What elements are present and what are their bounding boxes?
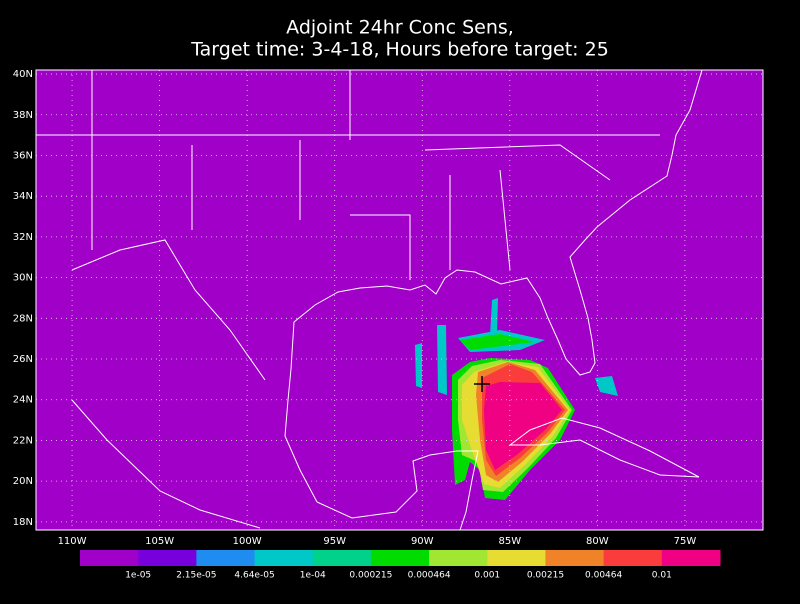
coastline	[508, 417, 700, 478]
coastline	[316, 450, 479, 531]
lat-tick-label: 38N	[13, 110, 33, 121]
title-line: Adjoint 24hr Conc Sens,	[286, 17, 514, 39]
colorbar-label: 0.01	[652, 571, 672, 581]
plot-frame	[35, 69, 764, 531]
plot-area	[36, 70, 763, 530]
colorbar-swatch	[545, 550, 605, 566]
colorbar-swatch	[429, 550, 488, 566]
lat-tick-label: 18N	[13, 517, 33, 528]
field-contour	[490, 298, 498, 336]
lat-tick-label: 20N	[13, 476, 33, 487]
lat-tick-label: 32N	[13, 232, 33, 243]
sensitivity-field	[415, 298, 618, 500]
colorbar-label: 1e-05	[125, 571, 151, 581]
colorbar-label: 0.001	[474, 571, 500, 581]
field-contour	[415, 343, 422, 388]
lon-tick-label: 105W	[145, 536, 174, 547]
lon-tick-label: 80W	[586, 536, 609, 547]
colorbar-label: 0.000464	[408, 571, 451, 581]
field-contour	[460, 334, 535, 350]
colorbar-swatch	[254, 550, 314, 566]
colorbar-swatch	[196, 550, 256, 566]
colorbar-swatch	[603, 550, 663, 566]
colorbar-label: 0.00464	[585, 571, 622, 581]
lat-tick-label: 26N	[13, 354, 33, 365]
colorbar-swatch	[138, 550, 197, 566]
colorbar-label: 2.15e-05	[176, 571, 216, 581]
lon-tick-label: 75W	[674, 536, 697, 547]
axis-labels: 110W 105W 100W 95W 90W 85W 80W 75W 18N 20N 22N 24N 2…	[13, 69, 697, 547]
target-marker	[474, 376, 490, 392]
field-contour	[484, 382, 562, 470]
lon-tick-label: 95W	[323, 536, 346, 547]
lat-tick-label: 24N	[13, 395, 33, 406]
lon-tick-label: 100W	[233, 536, 262, 547]
lon-tick-label: 110W	[58, 536, 87, 547]
coastlines	[36, 69, 703, 531]
colorbar-label: 0.000215	[349, 571, 392, 581]
title-line: Target time: 3-4-18, Hours before target…	[190, 39, 609, 61]
lat-tick-label: 22N	[13, 435, 33, 446]
field-contour	[595, 376, 618, 396]
colorbar-swatch	[312, 550, 372, 566]
colorbar-swatch	[487, 550, 546, 566]
colorbar-swatch	[370, 550, 430, 566]
colorbar-swatch	[80, 550, 139, 566]
colorbar-swatch	[661, 550, 721, 566]
lon-tick-label: 90W	[411, 536, 434, 547]
coastline	[71, 69, 703, 529]
lat-tick-label: 36N	[13, 150, 33, 161]
colorbar-label: 0.00215	[527, 571, 564, 581]
lon-tick-label: 85W	[498, 536, 521, 547]
colorbar-label: 1e-04	[300, 571, 326, 581]
grid	[36, 70, 763, 530]
field-contour	[437, 325, 447, 395]
lat-tick-label: 28N	[13, 313, 33, 324]
lat-tick-label: 40N	[13, 69, 33, 80]
lat-tick-label: 34N	[13, 191, 33, 202]
coastline	[36, 70, 660, 381]
colorbar: 1e-05 2.15e-05 4.64e-05 1e-04 0.000215 0.0004…	[80, 550, 721, 581]
lat-tick-label: 30N	[13, 273, 33, 284]
colorbar-label: 4.64e-05	[234, 571, 274, 581]
